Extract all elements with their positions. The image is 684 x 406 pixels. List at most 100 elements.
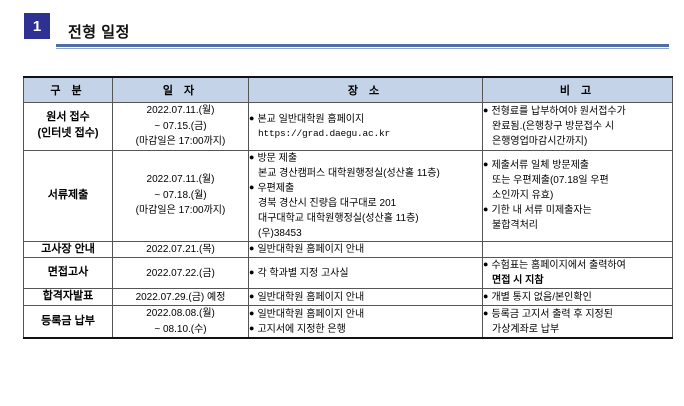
bullet-icon: ● [249,307,255,318]
bullet-icon: ● [483,290,489,301]
bullet-line: ● 일반대학원 홈페이지 안내 [249,307,482,322]
bullet-icon: ● [249,242,255,253]
bullet-line: ● 기한 내 서류 미제출자는 [483,203,672,218]
bullet-icon: ● [249,266,255,277]
bullet-line: ● 본교 일반대학원 홈페이지 [249,112,482,127]
sub-line-text: 또는 우편제출(07.18일 우편 [492,175,609,186]
heading-rule [56,44,669,47]
cell-place: ● 일반대학원 홈페이지 안내 ● 고지서에 지정한 은행 [248,305,483,340]
table-row: 원서 접수 (인터넷 접수) 2022.07.11.(월) ~ 07.15.(금) (마… [23,102,673,151]
date-line: ~ 07.15.(금) [154,120,207,132]
bullet-line: ● 등록금 고지서 출력 후 지정된 [483,307,672,322]
cell-division: 면접고사 [23,257,113,290]
cell-date: 2022.07.29.(금) 예정 [112,288,249,307]
cell-date: 2022.07.11.(월) ~ 07.15.(금) (마감일은 17:00까지) [112,102,249,151]
bullet-line: ● 일반대학원 홈페이지 안내 [249,290,482,305]
bullet-icon: ● [483,307,489,318]
cell-division: 합격자발표 [23,288,113,307]
column-header-division: 구 분 [23,76,113,103]
sub-line-text: (우)38453 [258,227,302,239]
sub-line-text: 경북 경산시 진량읍 대구대로 201 [258,197,397,209]
cell-note: ● 전형료를 납부하여야 원서접수가 완료됨.(은행창구 방문접수 시 은행영업마감시… [482,102,673,151]
division-line: 서류제출 [47,188,89,201]
date-line: 2022.07.29.(금) 예정 [135,291,226,303]
bullet-text: 기한 내 서류 미제출자는 [491,205,592,216]
bullet-text: 본교 일반대학원 홈페이지 [257,113,365,125]
bullet-icon: ● [249,112,255,123]
division-line: 고사장 안내 [41,242,95,255]
date-line: (마감일은 17:00까지) [135,205,226,217]
cell-division: 원서 접수 (인터넷 접수) [23,102,113,151]
cell-date: 2022.07.21.(목) [112,240,249,259]
bullet-line: ● 수험표는 홈페이지에서 출력하여 [483,258,672,273]
cell-note [482,240,673,259]
bullet-text: 고지서에 지정한 은행 [257,323,346,335]
column-header-date: 일 자 [112,76,249,103]
cell-place: ● 일반대학원 홈페이지 안내 [248,240,483,259]
section-heading: 1 전형 일정 [24,13,130,41]
division-line: 면접고사 [47,266,89,279]
bullet-line: ● 제출서류 일체 방문제출 [483,158,672,173]
schedule-table-wrapper: 구 분 일 자 장 소 비 고 원서 접수 (인터넷 접수) 2022.07.11.… [23,76,673,340]
bullet-text: 일반대학원 홈페이지 안내 [257,308,365,320]
cell-date: 2022.07.11.(월) ~ 07.18.(월) (마감일은 17:00까지) [112,149,249,242]
bullet-icon: ● [483,259,489,270]
date-line: 2022.07.11.(월) [146,174,215,186]
sub-line-text: 본교 경산캠퍼스 대학원행정실(성산홀 11층) [258,167,440,179]
table-header-row: 구 분 일 자 장 소 비 고 [23,76,673,103]
bullet-text: 전형료를 납부하여야 원서접수가 [491,105,626,117]
sub-line-text: 대구대학교 대학원행정실(성산홀 11층) [258,212,419,224]
bullet-line: ● 일반대학원 홈페이지 안내 [249,242,482,257]
cell-note: ● 제출서류 일체 방문제출 또는 우편제출(07.18일 우편 소인까지 유효) ● 기… [482,149,673,242]
cell-division: 서류제출 [23,149,113,242]
bullet-icon: ● [483,159,489,169]
bullet-line: ● 방문 제출 [249,151,482,166]
date-line: 2022.07.11.(월) [146,105,215,116]
bullet-text: 개별 통지 없음/본인확인 [491,291,592,303]
date-line: 2022.07.22.(금) [146,267,215,279]
bullet-text: 등록금 고지서 출력 후 지정된 [491,308,613,320]
bullet-icon: ● [249,290,255,301]
cell-place: ● 본교 일반대학원 홈페이지 https://grad.daegu.ac.kr [248,102,483,151]
table-row: 면접고사 2022.07.22.(금) ● 각 학과별 지정 고사실 ● 수험표는 홈페이… [23,257,673,290]
date-line: (마감일은 17:00까지) [135,136,226,147]
page-title: 전형 일정 [68,24,130,41]
sub-line-text: 면접 시 지참 [492,275,544,287]
schedule-table: 구 분 일 자 장 소 비 고 원서 접수 (인터넷 접수) 2022.07.11.… [23,76,673,340]
bullet-icon: ● [249,322,255,333]
cell-note: ● 등록금 고지서 출력 후 지정된 가상계좌로 납부 [482,305,673,340]
date-line: 2022.07.21.(목) [146,243,215,255]
table-row: 고사장 안내 2022.07.21.(목) ● 일반대학원 홈페이지 안내 [23,240,673,259]
date-line: ~ 08.10.(수) [154,323,207,335]
column-header-place: 장 소 [248,76,483,103]
cell-date: 2022.07.22.(금) [112,257,249,290]
bullet-text: 제출서류 일체 방문제출 [491,160,589,171]
cell-place: ● 방문 제출 본교 경산캠퍼스 대학원행정실(성산홀 11층) ● 우편제출 경북 경산… [248,149,483,242]
bullet-line: ● 각 학과별 지정 고사실 [249,266,482,281]
bullet-icon: ● [483,104,489,115]
bullet-line: ● 전형료를 납부하여야 원서접수가 [483,104,672,119]
bullet-text: 방문 제출 [257,152,298,164]
table-row: 서류제출 2022.07.11.(월) ~ 07.18.(월) (마감일은 17:00… [23,149,673,242]
bullet-icon: ● [249,181,255,192]
table-row: 등록금 납부 2022.08.08.(월) ~ 08.10.(수) ● 일반대학원 홈페… [23,305,673,340]
sub-line-text: 완료됨.(은행창구 방문접수 시 [492,120,615,132]
division-line: 원서 접수 [46,111,90,124]
division-line: (인터넷 접수) [37,127,99,140]
cell-note: ● 개별 통지 없음/본인확인 [482,288,673,307]
section-number-badge: 1 [24,13,50,39]
bullet-text: 우편제출 [257,182,295,194]
sub-line-text: 소인까지 유효) [492,190,554,201]
heading-rule-thin [56,48,669,49]
bullet-text: 일반대학원 홈페이지 안내 [257,291,365,303]
bullet-text: 각 학과별 지정 고사실 [257,267,349,279]
sub-line-text: 은행영업마감시간까지) [492,135,588,147]
cell-place: ● 일반대학원 홈페이지 안내 [248,288,483,307]
bullet-icon: ● [483,204,489,214]
sub-line-text: 불합격처리 [492,220,538,231]
bullet-line: ● 우편제출 [249,181,482,196]
bullet-line: ● 고지서에 지정한 은행 [249,322,482,337]
date-line: 2022.08.08.(월) [146,308,215,320]
sub-line-text: 가상계좌로 납부 [492,323,560,335]
